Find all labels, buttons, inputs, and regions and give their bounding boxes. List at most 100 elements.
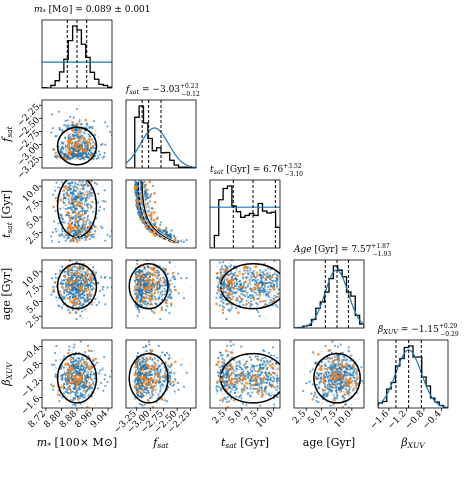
sample-dot-gray xyxy=(92,357,94,359)
sample-dot-blue xyxy=(143,281,147,284)
sample-dot-blue xyxy=(223,306,226,309)
sample-dot-gray xyxy=(68,301,70,303)
sample-dot-blue xyxy=(174,278,177,281)
sample-dot-gray xyxy=(59,143,62,146)
sample-dot-blue xyxy=(106,286,109,289)
sample-dot-blue xyxy=(166,272,170,275)
sample-dot-blue xyxy=(147,210,150,213)
sample-dot-blue xyxy=(234,307,238,310)
sample-dot-blue xyxy=(86,298,90,301)
sample-dot-gray xyxy=(95,129,97,132)
sample-dot-blue xyxy=(153,223,157,226)
sample-dot-blue xyxy=(78,120,81,123)
sample-dot-blue xyxy=(67,222,70,225)
sample-dot-blue xyxy=(275,283,279,286)
contour-ellipse xyxy=(229,277,277,295)
sample-dot-gray xyxy=(60,278,63,280)
sample-dot-gray xyxy=(60,359,62,361)
sample-dot-blue xyxy=(144,302,147,305)
sample-dot-gray xyxy=(43,124,45,127)
sample-dot-orange xyxy=(135,298,138,301)
sample-dot-orange xyxy=(162,280,166,284)
sample-dot-blue xyxy=(90,233,93,237)
sample-dot-blue xyxy=(80,201,83,205)
sample-dot-blue xyxy=(85,146,88,149)
sample-dot-blue xyxy=(80,310,84,313)
sample-dot-blue xyxy=(249,294,252,297)
sample-dot-blue xyxy=(166,296,170,299)
sample-dot-blue xyxy=(85,236,89,239)
sample-dot-gray xyxy=(97,233,100,235)
sample-dot-blue xyxy=(106,233,109,236)
sample-dot-blue xyxy=(100,225,103,228)
sample-dot-orange xyxy=(157,227,161,230)
sample-dot-blue xyxy=(50,293,53,296)
sample-dot-blue xyxy=(72,296,75,299)
sample-dot-orange xyxy=(245,303,248,306)
sample-dot-blue xyxy=(166,305,169,308)
sample-dot-orange xyxy=(52,148,55,151)
sample-dot-orange xyxy=(226,282,230,285)
sample-dot-gray xyxy=(249,283,252,286)
sample-dot-orange xyxy=(79,267,83,271)
sample-dot-gray xyxy=(170,283,172,285)
sample-dot-blue xyxy=(87,133,90,136)
sample-dot-orange xyxy=(86,268,90,272)
sample-dot-orange xyxy=(80,213,83,217)
contour-highlight xyxy=(138,181,177,244)
sample-dot-gray xyxy=(53,368,56,370)
sample-dot-blue xyxy=(151,184,154,188)
sample-dot-blue xyxy=(160,298,164,301)
sample-dot-gray xyxy=(276,291,278,293)
sample-dot-blue xyxy=(77,285,80,288)
sample-dot-gray xyxy=(71,348,73,351)
sample-dot-gray xyxy=(88,392,90,394)
contour-ellipse xyxy=(128,262,169,310)
sample-dot-blue xyxy=(64,285,68,288)
sample-dot-blue xyxy=(218,304,221,307)
sample-dot-gray xyxy=(85,193,87,195)
sample-dot-gray xyxy=(162,232,165,234)
sample-dot-blue xyxy=(81,230,84,234)
sample-dot-gray xyxy=(142,317,144,319)
sample-dot-blue xyxy=(70,268,73,272)
sample-dot-blue xyxy=(92,141,95,144)
sample-dot-blue xyxy=(139,215,142,219)
sample-dot-blue xyxy=(82,184,85,187)
sample-dot-blue xyxy=(55,134,58,138)
sample-dot-blue xyxy=(79,151,82,155)
sample-dot-blue xyxy=(275,273,279,276)
sample-dot-gray xyxy=(237,282,239,284)
sample-dot-gray xyxy=(272,266,274,268)
sample-dot-blue xyxy=(58,126,61,130)
sample-dot-blue xyxy=(50,277,54,280)
sample-dot-blue xyxy=(223,264,227,267)
sample-dot-blue xyxy=(61,218,64,221)
sample-dot-gray xyxy=(153,294,156,296)
sample-dot-blue xyxy=(90,280,93,283)
sample-dot-orange xyxy=(149,194,152,198)
sample-dot-gray xyxy=(97,145,99,147)
sample-dot-blue xyxy=(72,229,75,232)
sample-dot-blue xyxy=(71,308,74,312)
sample-dot-blue xyxy=(169,235,172,239)
sample-dot-gray xyxy=(97,136,100,138)
sample-dot-blue xyxy=(253,283,257,286)
histogram-bxuv xyxy=(378,345,448,408)
sample-dot-gray xyxy=(144,186,146,188)
sample-dot-orange xyxy=(164,267,167,271)
sample-dot-blue xyxy=(86,209,89,213)
sample-dot-blue xyxy=(97,282,100,285)
sample-dot-orange xyxy=(142,220,145,223)
sample-dot-gray xyxy=(218,291,220,294)
sample-dot-gray xyxy=(97,228,99,230)
sample-dot-orange xyxy=(75,122,79,126)
scatter-panel-mstar-age xyxy=(43,260,112,321)
sample-dot-gray xyxy=(174,266,176,268)
contour-ellipse xyxy=(56,262,98,310)
sample-dot-orange xyxy=(153,191,156,195)
sample-dot-gray xyxy=(263,294,265,296)
sample-dot-orange xyxy=(88,225,91,228)
sample-dot-blue xyxy=(66,270,70,273)
sample-dot-blue xyxy=(53,155,57,158)
